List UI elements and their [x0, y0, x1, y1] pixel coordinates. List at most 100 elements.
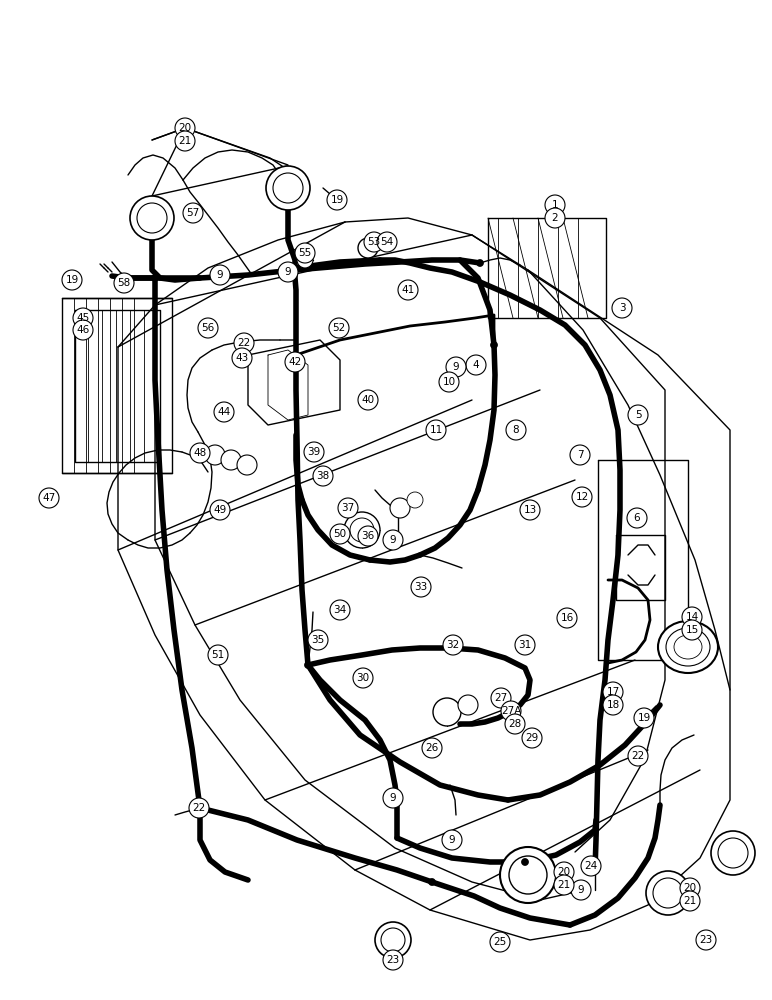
Circle shape	[682, 620, 702, 640]
Circle shape	[214, 402, 234, 422]
Text: 41: 41	[401, 285, 415, 295]
Circle shape	[634, 708, 654, 728]
Circle shape	[581, 856, 601, 876]
Circle shape	[612, 298, 632, 318]
Text: 39: 39	[307, 447, 320, 457]
Circle shape	[73, 320, 93, 340]
Text: 42: 42	[289, 357, 302, 367]
Text: 28: 28	[509, 719, 522, 729]
Text: 48: 48	[193, 448, 207, 458]
Text: 9: 9	[449, 835, 455, 845]
Circle shape	[505, 714, 525, 734]
Circle shape	[278, 262, 298, 282]
Circle shape	[198, 318, 218, 338]
Circle shape	[73, 308, 93, 328]
Text: 22: 22	[192, 803, 205, 813]
Text: 20: 20	[557, 867, 571, 877]
Circle shape	[446, 357, 466, 377]
Text: 46: 46	[76, 325, 90, 335]
Text: 33: 33	[415, 582, 428, 592]
Circle shape	[377, 232, 397, 252]
Text: 16: 16	[560, 613, 574, 623]
Circle shape	[506, 420, 526, 440]
Circle shape	[627, 508, 647, 528]
Circle shape	[295, 243, 315, 263]
Text: 35: 35	[311, 635, 324, 645]
Circle shape	[183, 203, 203, 223]
Text: 19: 19	[330, 195, 344, 205]
Text: 21: 21	[178, 136, 191, 146]
Circle shape	[383, 788, 403, 808]
Circle shape	[297, 252, 313, 268]
Circle shape	[344, 512, 380, 548]
Circle shape	[353, 668, 373, 688]
Text: 29: 29	[526, 733, 539, 743]
Text: 26: 26	[425, 743, 438, 753]
Circle shape	[338, 498, 358, 518]
Circle shape	[557, 608, 577, 628]
Circle shape	[308, 630, 328, 650]
Circle shape	[151, 274, 158, 282]
Circle shape	[62, 270, 82, 290]
Text: 50: 50	[334, 529, 347, 539]
Circle shape	[189, 798, 209, 818]
Text: 24: 24	[584, 861, 598, 871]
Circle shape	[592, 866, 600, 874]
Circle shape	[285, 352, 305, 372]
Circle shape	[653, 878, 683, 908]
Text: 19: 19	[638, 713, 651, 723]
Circle shape	[428, 879, 435, 886]
Circle shape	[375, 922, 411, 958]
Circle shape	[570, 445, 590, 465]
Circle shape	[350, 518, 374, 542]
Text: 3: 3	[618, 303, 625, 313]
Circle shape	[232, 348, 252, 368]
Text: 12: 12	[575, 492, 588, 502]
Circle shape	[304, 442, 324, 462]
Circle shape	[358, 390, 378, 410]
Circle shape	[383, 530, 403, 550]
Circle shape	[628, 746, 648, 766]
Text: 13: 13	[523, 505, 537, 515]
Circle shape	[381, 928, 405, 952]
Circle shape	[330, 524, 350, 544]
Circle shape	[545, 195, 565, 215]
Circle shape	[522, 728, 542, 748]
Circle shape	[304, 662, 311, 668]
Circle shape	[114, 273, 134, 293]
Text: 20: 20	[683, 883, 696, 893]
Ellipse shape	[674, 635, 702, 659]
Circle shape	[501, 701, 521, 721]
Text: 9: 9	[217, 270, 223, 280]
Text: 23: 23	[699, 935, 713, 945]
Text: 38: 38	[317, 471, 330, 481]
Circle shape	[545, 208, 565, 228]
Circle shape	[407, 492, 423, 508]
Text: 14: 14	[686, 612, 699, 622]
Text: 2: 2	[552, 213, 558, 223]
Text: 51: 51	[212, 650, 225, 660]
Circle shape	[383, 950, 403, 970]
Text: 36: 36	[361, 531, 374, 541]
Text: 45: 45	[76, 313, 90, 323]
Text: 32: 32	[446, 640, 459, 650]
Text: 10: 10	[442, 377, 455, 387]
Circle shape	[439, 372, 459, 392]
Text: 31: 31	[518, 640, 532, 650]
Circle shape	[329, 318, 349, 338]
Circle shape	[466, 355, 486, 375]
Circle shape	[696, 930, 716, 950]
Circle shape	[197, 804, 204, 812]
Text: 30: 30	[357, 673, 370, 683]
Text: 5: 5	[635, 410, 642, 420]
Text: 21: 21	[557, 880, 571, 890]
Circle shape	[411, 577, 431, 597]
Circle shape	[234, 333, 254, 353]
Text: 27: 27	[494, 693, 508, 703]
Circle shape	[390, 498, 410, 518]
Circle shape	[718, 838, 748, 868]
Text: 21: 21	[683, 896, 696, 906]
Circle shape	[208, 645, 228, 665]
Circle shape	[130, 196, 174, 240]
Circle shape	[292, 264, 299, 271]
